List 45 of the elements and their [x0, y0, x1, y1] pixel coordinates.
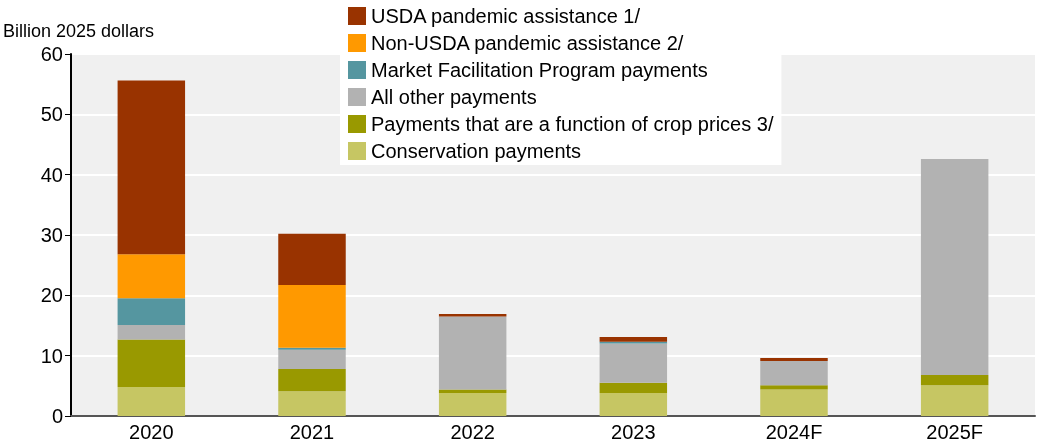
bar	[438, 316, 507, 390]
bar	[278, 368, 346, 392]
bar	[117, 298, 186, 325]
y-tick-label: 30	[40, 224, 63, 246]
bar	[599, 393, 668, 416]
legend-label: All other payments	[371, 86, 537, 108]
legend-label: Payments that are a function of crop prices 3/	[371, 113, 774, 135]
y-tick-label: 50	[40, 103, 63, 126]
x-tick-label: 2021	[289, 421, 335, 443]
x-tick-label: 2020	[129, 421, 174, 443]
bar	[760, 389, 828, 416]
x-tick-label: 2022	[450, 421, 495, 443]
y-tick-label: 40	[40, 163, 63, 186]
bar	[760, 385, 828, 390]
bar	[920, 158, 989, 375]
bar	[278, 349, 346, 369]
bar	[920, 374, 989, 386]
legend-label: Non-USDA pandemic assistance 2/	[371, 32, 684, 54]
bar	[117, 254, 186, 299]
bar	[117, 339, 186, 388]
bar	[117, 387, 186, 416]
y-tick-label: 10	[40, 344, 63, 367]
x-tick-label: 2024F	[765, 421, 823, 443]
bar	[438, 393, 507, 416]
y-tick-label: 60	[40, 43, 63, 65]
bar	[760, 358, 828, 362]
bar	[278, 233, 346, 286]
bar	[599, 343, 668, 383]
y-tick-label: 20	[40, 284, 63, 307]
x-tick-label: 2025F	[926, 421, 984, 443]
legend-label: USDA pandemic assistance 1/	[371, 5, 641, 27]
bar	[278, 285, 346, 348]
bar	[920, 385, 989, 416]
legend-label: Market Facilitation Program payments	[371, 59, 708, 81]
x-tick-label: 2023	[611, 421, 656, 443]
bar	[278, 391, 346, 416]
bar	[117, 324, 186, 340]
y-tick-label: 0	[51, 405, 63, 427]
legend-label: Conservation payments	[371, 140, 582, 162]
bar	[599, 336, 668, 342]
bar	[117, 80, 186, 255]
bar	[599, 382, 668, 394]
bar	[438, 389, 507, 394]
bar	[760, 361, 828, 386]
y-axis-title: Billion 2025 dollars	[3, 21, 155, 41]
